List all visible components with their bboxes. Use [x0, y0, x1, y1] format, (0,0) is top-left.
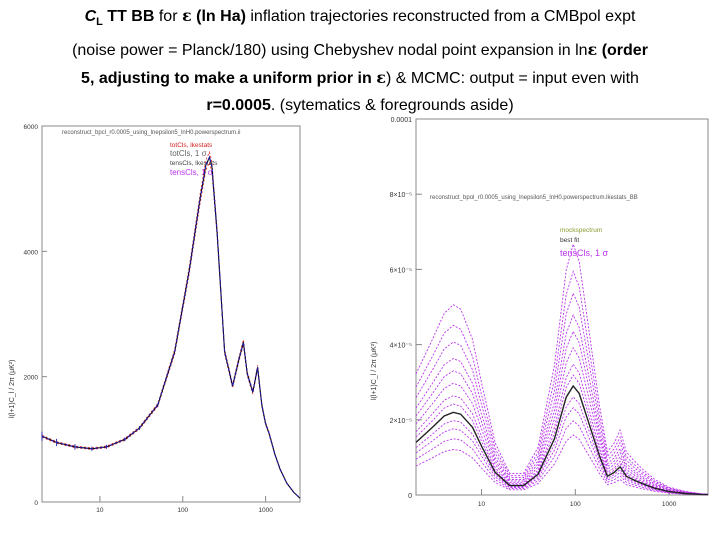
- bb-band-line: [415, 434, 709, 496]
- title-ttbb: TT BB: [102, 8, 155, 25]
- title-line3-bold: 5, adjusting to make a uniform prior in: [81, 70, 377, 88]
- tt-ytick-label: 0: [34, 500, 38, 507]
- title-line-2: (noise power = Planck/180) using Chebysh…: [0, 36, 720, 64]
- tt-xtick-label: 100: [177, 507, 188, 514]
- tt-mean-line: [41, 155, 301, 499]
- title-cl: C: [84, 8, 97, 25]
- bb-band-line: [415, 242, 709, 495]
- bb-band-line: [415, 292, 709, 495]
- bb-plot-frame: [415, 118, 709, 496]
- slide-title: CL TT BB for ε (ln Ha) inflation traject…: [0, 2, 720, 119]
- title-line-4: r=0.0005. (sytematics & foregrounds asid…: [0, 92, 720, 119]
- tt-error-bars: [41, 402, 159, 451]
- title-cl-sub: L: [96, 16, 103, 29]
- tt-plot-frame: [41, 125, 301, 503]
- bb-xtick-label: 10: [478, 501, 486, 508]
- title-order: (order: [597, 42, 648, 60]
- tt-file-label: reconstruct_bpcl_r0.0005_using_lnepsilon…: [62, 130, 240, 136]
- tt-xtick-label: 10: [96, 507, 104, 514]
- title-epsilon: ε: [181, 6, 192, 25]
- tt-ytick-label: 2000: [24, 375, 39, 382]
- bb-band-line: [415, 313, 709, 495]
- title-lnha: (ln Ha): [191, 8, 246, 25]
- bb-legend-2: best fit: [560, 237, 579, 244]
- bb-legend-1: mockspectrum: [560, 227, 602, 234]
- tt-legend-2: totCls, 1 σ: [170, 149, 207, 158]
- title-line-3: 5, adjusting to make a uniform prior in …: [0, 64, 720, 92]
- bb-file-label: reconstruct_bpol_r0.0005_using_lnepsilon…: [430, 195, 638, 201]
- bb-xtick-label: 1000: [662, 501, 677, 508]
- bb-chart: reconstruct_bpol_r0.0005_using_lnepsilon…: [371, 117, 709, 508]
- bb-band-line: [415, 407, 709, 496]
- tt-legend-3: tensCls, lkestats: [170, 160, 218, 167]
- bb-x-ticks: 10 100 1000: [478, 489, 677, 508]
- bb-xtick-label: 100: [570, 501, 581, 508]
- tt-x-ticks: 10 100 1000: [96, 496, 273, 514]
- bb-ytick-label: 0: [408, 493, 412, 500]
- tt-xtick-label: 1000: [258, 507, 273, 514]
- bb-y-ticks: 0 2×10⁻⁵ 4×10⁻⁵ 6×10⁻⁵ 8×10⁻⁵ 0.0001: [390, 117, 422, 500]
- bb-band-line: [415, 420, 709, 496]
- bb-y-label: l(l+1)C_l / 2π (μK²): [371, 342, 378, 400]
- tt-chart: reconstruct_bpcl_r0.0005_using_lnepsilon…: [9, 124, 301, 514]
- tt-ytick-label: 6000: [24, 124, 39, 131]
- title-epsilon-3: ε: [376, 68, 386, 88]
- bb-band-line: [415, 396, 709, 496]
- tt-ytick-label: 4000: [24, 249, 39, 256]
- bb-band-line: [415, 270, 709, 495]
- bb-ytick-label: 2×10⁻⁵: [390, 418, 412, 425]
- bb-legend-3: tensCls, 1 σ: [560, 248, 609, 258]
- title-for: for: [154, 8, 182, 25]
- tt-legend-1: totCls, lkestats: [170, 142, 213, 149]
- title-line2-text: (noise power = Planck/180) using Chebysh…: [72, 42, 588, 60]
- tt-band-line: [41, 151, 301, 499]
- bb-ytick-label: 0.0001: [391, 117, 413, 124]
- tt-y-label: l(l+1)C_l / 2π (μK²): [9, 360, 16, 418]
- bb-ytick-label: 8×10⁻⁵: [390, 192, 412, 199]
- tt-y-ticks: 0 2000 4000 6000: [24, 124, 47, 507]
- bb-ytick-label: 4×10⁻⁵: [390, 343, 412, 350]
- bb-ytick-label: 6×10⁻⁵: [390, 267, 412, 274]
- title-line4-rest: . (sytematics & foregrounds aside): [270, 97, 514, 115]
- title-line3-rest: ) & MCMC: output = input even with: [385, 70, 639, 88]
- title-r-value: r=0.0005: [206, 97, 271, 115]
- bb-band-line: [415, 363, 709, 495]
- title-line1-rest: inflation trajectories reconstructed fro…: [245, 8, 636, 25]
- tt-band-group: [41, 151, 301, 499]
- title-epsilon-2: ε: [587, 40, 598, 60]
- bb-band-line: [415, 374, 709, 496]
- bb-best-fit-line: [415, 384, 709, 496]
- tt-legend-4: tensCls, 1 σ: [170, 168, 213, 177]
- bb-band-group: [415, 242, 709, 496]
- title-line-1: CL TT BB for ε (ln Ha) inflation traject…: [0, 2, 720, 36]
